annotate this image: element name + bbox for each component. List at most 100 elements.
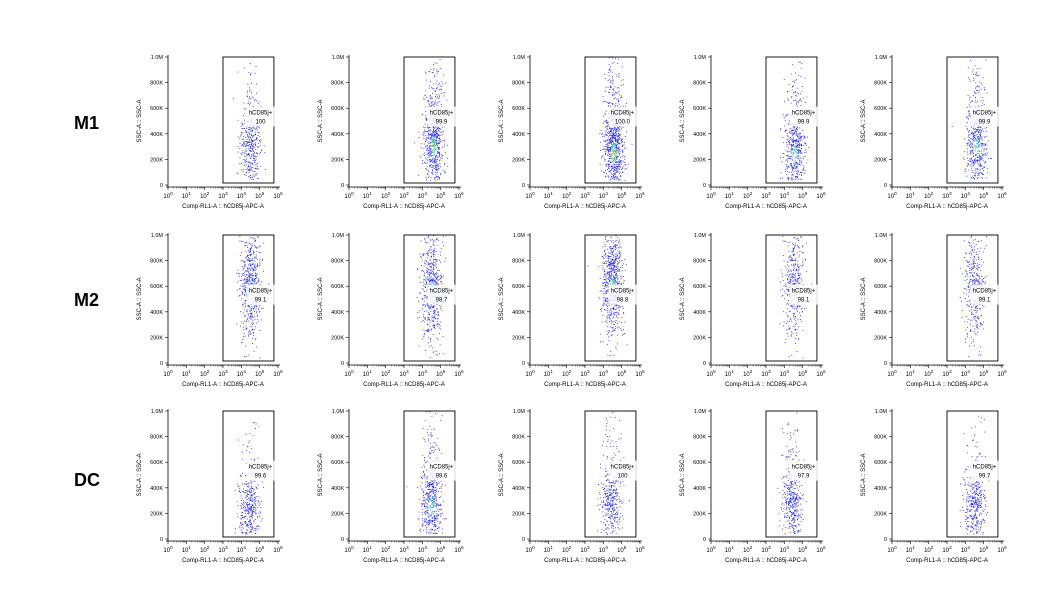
- event-point: [261, 150, 263, 152]
- event-point: [610, 275, 612, 277]
- event-point: [985, 143, 987, 145]
- event-point: [245, 282, 247, 284]
- event-point: [796, 92, 798, 94]
- event-point: [257, 135, 259, 136]
- event-point: [435, 262, 437, 264]
- event-point: [435, 130, 436, 132]
- event-point: [800, 149, 801, 151]
- event-point: [975, 74, 976, 76]
- event-point: [425, 111, 427, 112]
- event-point: [967, 153, 969, 155]
- event-point: [787, 155, 789, 157]
- event-point: [617, 149, 619, 151]
- event-point: [613, 61, 615, 63]
- event-point: [605, 245, 607, 247]
- event-point: [247, 153, 249, 155]
- event-point: [614, 148, 616, 150]
- event-point: [614, 164, 616, 166]
- event-point: [239, 135, 241, 137]
- event-point: [801, 147, 803, 149]
- event-point: [607, 148, 609, 150]
- event-point: [433, 131, 435, 133]
- y-tick-label: 0: [522, 361, 525, 367]
- event-point: [616, 144, 618, 146]
- event-point: [610, 157, 612, 159]
- event-point: [612, 140, 614, 142]
- event-point: [795, 91, 797, 92]
- event-point: [242, 283, 244, 285]
- event-point: [793, 140, 795, 142]
- event-point: [245, 280, 247, 282]
- event-point: [249, 277, 251, 279]
- event-point: [423, 261, 425, 263]
- event-point: [780, 172, 782, 174]
- x-tick-label: 101: [544, 369, 554, 378]
- scatter-plot-m1-2: 0200K400K600K800K1.0M1001011021031041051…: [318, 55, 464, 210]
- event-point: [981, 128, 983, 130]
- event-point: [610, 276, 612, 278]
- event-point: [785, 168, 787, 170]
- event-point: [604, 136, 606, 138]
- event-point: [968, 111, 970, 112]
- event-point: [258, 142, 260, 144]
- event-point: [973, 178, 975, 180]
- event-point: [425, 141, 426, 142]
- event-point: [796, 133, 798, 135]
- event-point: [442, 146, 444, 148]
- y-tick-label: 0: [160, 183, 163, 189]
- event-point: [428, 271, 430, 273]
- event-point: [252, 143, 254, 145]
- event-point: [975, 150, 977, 152]
- event-point: [254, 143, 256, 145]
- event-point: [255, 100, 257, 102]
- event-point: [616, 175, 618, 177]
- event-point: [619, 165, 621, 167]
- event-point: [607, 149, 609, 151]
- event-point: [979, 169, 981, 171]
- event-point: [614, 327, 616, 329]
- event-point: [237, 146, 239, 148]
- event-point: [969, 136, 971, 138]
- event-point: [250, 166, 252, 168]
- event-point: [253, 140, 255, 141]
- event-point: [244, 286, 246, 288]
- event-point: [978, 140, 980, 142]
- event-point: [977, 146, 979, 148]
- event-point: [605, 254, 607, 256]
- event-point: [255, 131, 257, 133]
- event-point: [614, 166, 615, 168]
- event-point: [245, 325, 247, 327]
- event-point: [608, 166, 610, 168]
- event-point: [423, 285, 425, 287]
- event-point: [614, 153, 616, 155]
- event-point: [616, 147, 618, 149]
- event-point: [244, 356, 246, 358]
- event-point: [614, 92, 616, 94]
- event-point: [251, 163, 253, 164]
- event-point: [982, 170, 984, 172]
- event-point: [610, 173, 612, 175]
- event-point: [977, 175, 979, 177]
- y-axis-title: SSC-A :: SSC-A: [680, 99, 686, 142]
- event-point: [425, 71, 427, 73]
- event-point: [964, 169, 966, 171]
- event-point: [431, 328, 433, 330]
- event-point: [248, 72, 250, 74]
- event-point: [257, 279, 259, 281]
- event-point: [433, 253, 435, 255]
- event-point: [434, 276, 436, 278]
- event-point: [605, 239, 606, 241]
- event-point: [239, 288, 241, 290]
- y-tick-label: 600K: [331, 106, 344, 112]
- event-point: [976, 168, 978, 170]
- event-point: [613, 250, 615, 252]
- event-point: [431, 103, 433, 105]
- event-point: [433, 69, 434, 71]
- event-point: [246, 320, 247, 322]
- event-point: [614, 147, 616, 149]
- event-point: [974, 131, 976, 133]
- event-point: [785, 130, 787, 132]
- event-point: [439, 59, 441, 61]
- event-point: [607, 102, 609, 103]
- event-point: [433, 282, 435, 284]
